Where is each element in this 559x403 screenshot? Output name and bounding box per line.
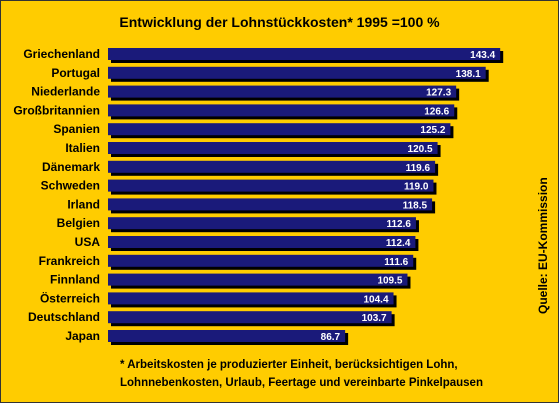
bar	[108, 311, 392, 324]
value-label: 119.0	[404, 182, 429, 193]
chart-title: Entwicklung der Lohnstückkosten* 1995 =1…	[119, 14, 440, 30]
footnote-line-2: Lohnnebenkosten, Urlaub, Feertage und ve…	[120, 377, 483, 389]
bar	[108, 142, 438, 154]
value-label: 127.3	[426, 88, 451, 99]
value-label: 109.5	[377, 276, 402, 287]
value-label: 112.4	[386, 238, 411, 249]
category-label: Japan	[65, 329, 100, 343]
category-label: Belgien	[57, 216, 100, 230]
category-label: USA	[75, 235, 101, 249]
category-label: Deutschland	[28, 310, 100, 324]
value-label: 120.5	[408, 144, 433, 155]
bar	[108, 236, 416, 248]
value-label: 104.4	[364, 294, 389, 305]
bar	[108, 217, 416, 230]
category-label: Griechenland	[23, 47, 100, 61]
bar	[108, 85, 457, 98]
bar	[108, 104, 455, 117]
bar	[108, 48, 501, 60]
bar	[108, 198, 433, 211]
category-label: Finnland	[50, 273, 100, 287]
value-label: 126.6	[424, 106, 449, 117]
footnote: * Arbeitskosten je produzierter Einheit,…	[120, 356, 483, 392]
value-label: 103.7	[362, 313, 387, 324]
bar	[108, 160, 436, 173]
value-label: 143.4	[470, 50, 495, 61]
bar	[108, 292, 394, 305]
category-label: Großbritannien	[13, 103, 100, 117]
category-label: Niederlande	[31, 85, 100, 99]
category-label: Schweden	[41, 179, 100, 193]
category-label: Österreich	[40, 290, 100, 305]
bar	[108, 66, 486, 79]
category-label: Italien	[65, 141, 100, 155]
bar	[108, 330, 346, 342]
bar	[108, 123, 451, 136]
value-label: 111.6	[384, 257, 408, 268]
value-label: 119.6	[406, 163, 431, 174]
value-label: 138.1	[456, 69, 481, 80]
category-label: Spanien	[53, 122, 100, 136]
category-label: Irland	[67, 197, 100, 211]
bar	[108, 179, 434, 192]
category-label: Dänemark	[42, 160, 100, 174]
value-label: 125.2	[420, 125, 445, 136]
bar	[108, 273, 408, 286]
category-label: Portugal	[51, 66, 100, 80]
value-label: 86.7	[321, 332, 341, 343]
footnote-line-1: * Arbeitskosten je produzierter Einheit,…	[120, 359, 458, 371]
category-label: Frankreich	[39, 254, 100, 268]
source-label: Quelle: EU-Kommission	[536, 177, 550, 314]
bar	[108, 254, 414, 267]
value-label: 112.6	[386, 219, 411, 230]
value-label: 118.5	[403, 200, 428, 211]
